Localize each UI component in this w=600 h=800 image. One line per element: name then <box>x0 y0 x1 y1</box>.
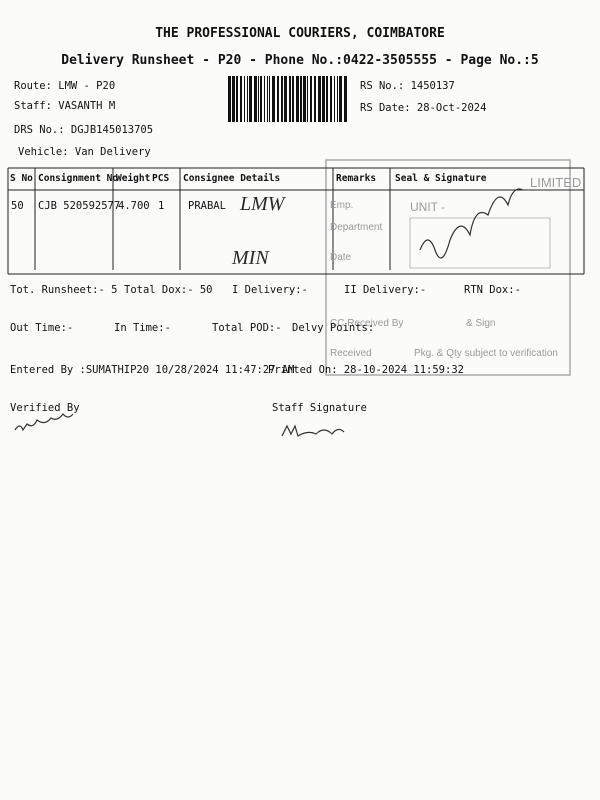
barcode-bar <box>281 76 283 122</box>
barcode <box>228 76 347 122</box>
rtn-dox: RTN Dox:- <box>464 284 521 296</box>
stamp-text: Date <box>330 252 352 263</box>
barcode-bar <box>303 76 306 122</box>
tot-runsheet: Tot. Runsheet:- 5 <box>10 284 118 296</box>
signatures <box>14 188 524 437</box>
barcode-bar <box>326 76 328 122</box>
col-header: Seal & Signature <box>395 173 487 184</box>
stamp-text: Received <box>330 348 372 359</box>
stamp-text: UNIT - <box>410 200 446 214</box>
rs-date: RS Date: 28-Oct-2024 <box>360 102 487 114</box>
barcode-bar <box>337 76 338 122</box>
barcode-bar <box>307 76 308 122</box>
barcode-bar <box>296 76 299 122</box>
barcode-bar <box>330 76 332 122</box>
barcode-bar <box>269 76 270 122</box>
handwritten-remark: LMW <box>240 193 285 215</box>
col-header: Remarks <box>336 173 377 184</box>
vehicle: Vehicle: Van Delivery <box>18 146 151 158</box>
drs-no: DRS No.: DGJB145013705 <box>14 124 154 136</box>
i-delivery: I Delivery:- <box>232 284 308 296</box>
barcode-bar <box>254 76 257 122</box>
col-header: Consignment No <box>38 173 119 184</box>
handwritten-remark: MIN <box>232 247 269 269</box>
stamp-text: Emp. <box>330 200 354 211</box>
barcode-bar <box>232 76 235 122</box>
route: Route: LMW - P20 <box>14 80 116 92</box>
barcode-bar <box>249 76 252 122</box>
rs-no: RS No.: 1450137 <box>360 80 455 92</box>
ii-delivery: II Delivery:- <box>344 284 427 296</box>
barcode-bar <box>247 76 248 122</box>
barcode-bar <box>344 76 347 122</box>
cell: CJB 520592577 <box>38 200 121 212</box>
title: THE PROFESSIONAL COURIERS, COIMBATORE <box>155 26 445 41</box>
stamp-box <box>325 159 571 376</box>
barcode-bar <box>228 76 231 122</box>
out-time: Out Time:- <box>10 322 74 334</box>
barcode-bar <box>240 76 242 122</box>
cell: PRABAL <box>188 200 226 212</box>
barcode-bar <box>258 76 259 122</box>
stamp-inner <box>409 217 551 269</box>
delvy-points: Delvy Points: <box>292 322 375 334</box>
barcode-bar <box>289 76 291 122</box>
col-header: S No <box>10 173 33 184</box>
staff-signature: Staff Signature <box>272 402 367 414</box>
staff: Staff: VASANTH M <box>14 100 116 112</box>
col-header: PCS <box>152 173 170 184</box>
barcode-bar <box>264 76 265 122</box>
barcode-bar <box>314 76 316 122</box>
total-dox: Total Dox:- 50 <box>124 284 213 296</box>
barcode-bar <box>292 76 294 122</box>
barcode-bar <box>322 76 325 122</box>
stamp-text: Pkg. & Qty subject to verification <box>414 348 558 359</box>
barcode-bar <box>244 76 245 122</box>
col-header: Weight <box>116 173 151 184</box>
verified-by: Verified By <box>10 402 80 414</box>
subtitle: Delivery Runsheet - P20 - Phone No.:0422… <box>61 53 539 68</box>
col-header: Consignee Details <box>183 173 281 184</box>
barcode-bar <box>260 76 262 122</box>
barcode-bar <box>267 76 268 122</box>
total-pod: Total POD:- <box>212 322 282 334</box>
entered-by: Entered By :SUMATHIP20 10/28/2024 11:47:… <box>10 364 295 376</box>
barcode-bar <box>236 76 238 122</box>
table-lines <box>7 167 585 275</box>
barcode-bar <box>300 76 302 122</box>
barcode-bar <box>277 76 279 122</box>
cell: 50 <box>11 200 24 212</box>
printed-on: Printed On: 28-10-2024 11:59:32 <box>268 364 464 376</box>
stamp-text: Department <box>330 222 383 233</box>
stamp-text: & Sign <box>466 318 496 329</box>
in-time: In Time:- <box>114 322 171 334</box>
barcode-bar <box>339 76 342 122</box>
stamp-text: LIMITED <box>530 175 582 190</box>
barcode-bar <box>284 76 287 122</box>
barcode-bar <box>318 76 321 122</box>
stamp-text: CC Received By <box>330 318 404 329</box>
barcode-bar <box>334 76 335 122</box>
cell: 4.700 <box>118 200 150 212</box>
barcode-bar <box>272 76 275 122</box>
barcode-bar <box>310 76 312 122</box>
cell: 1 <box>158 200 165 212</box>
